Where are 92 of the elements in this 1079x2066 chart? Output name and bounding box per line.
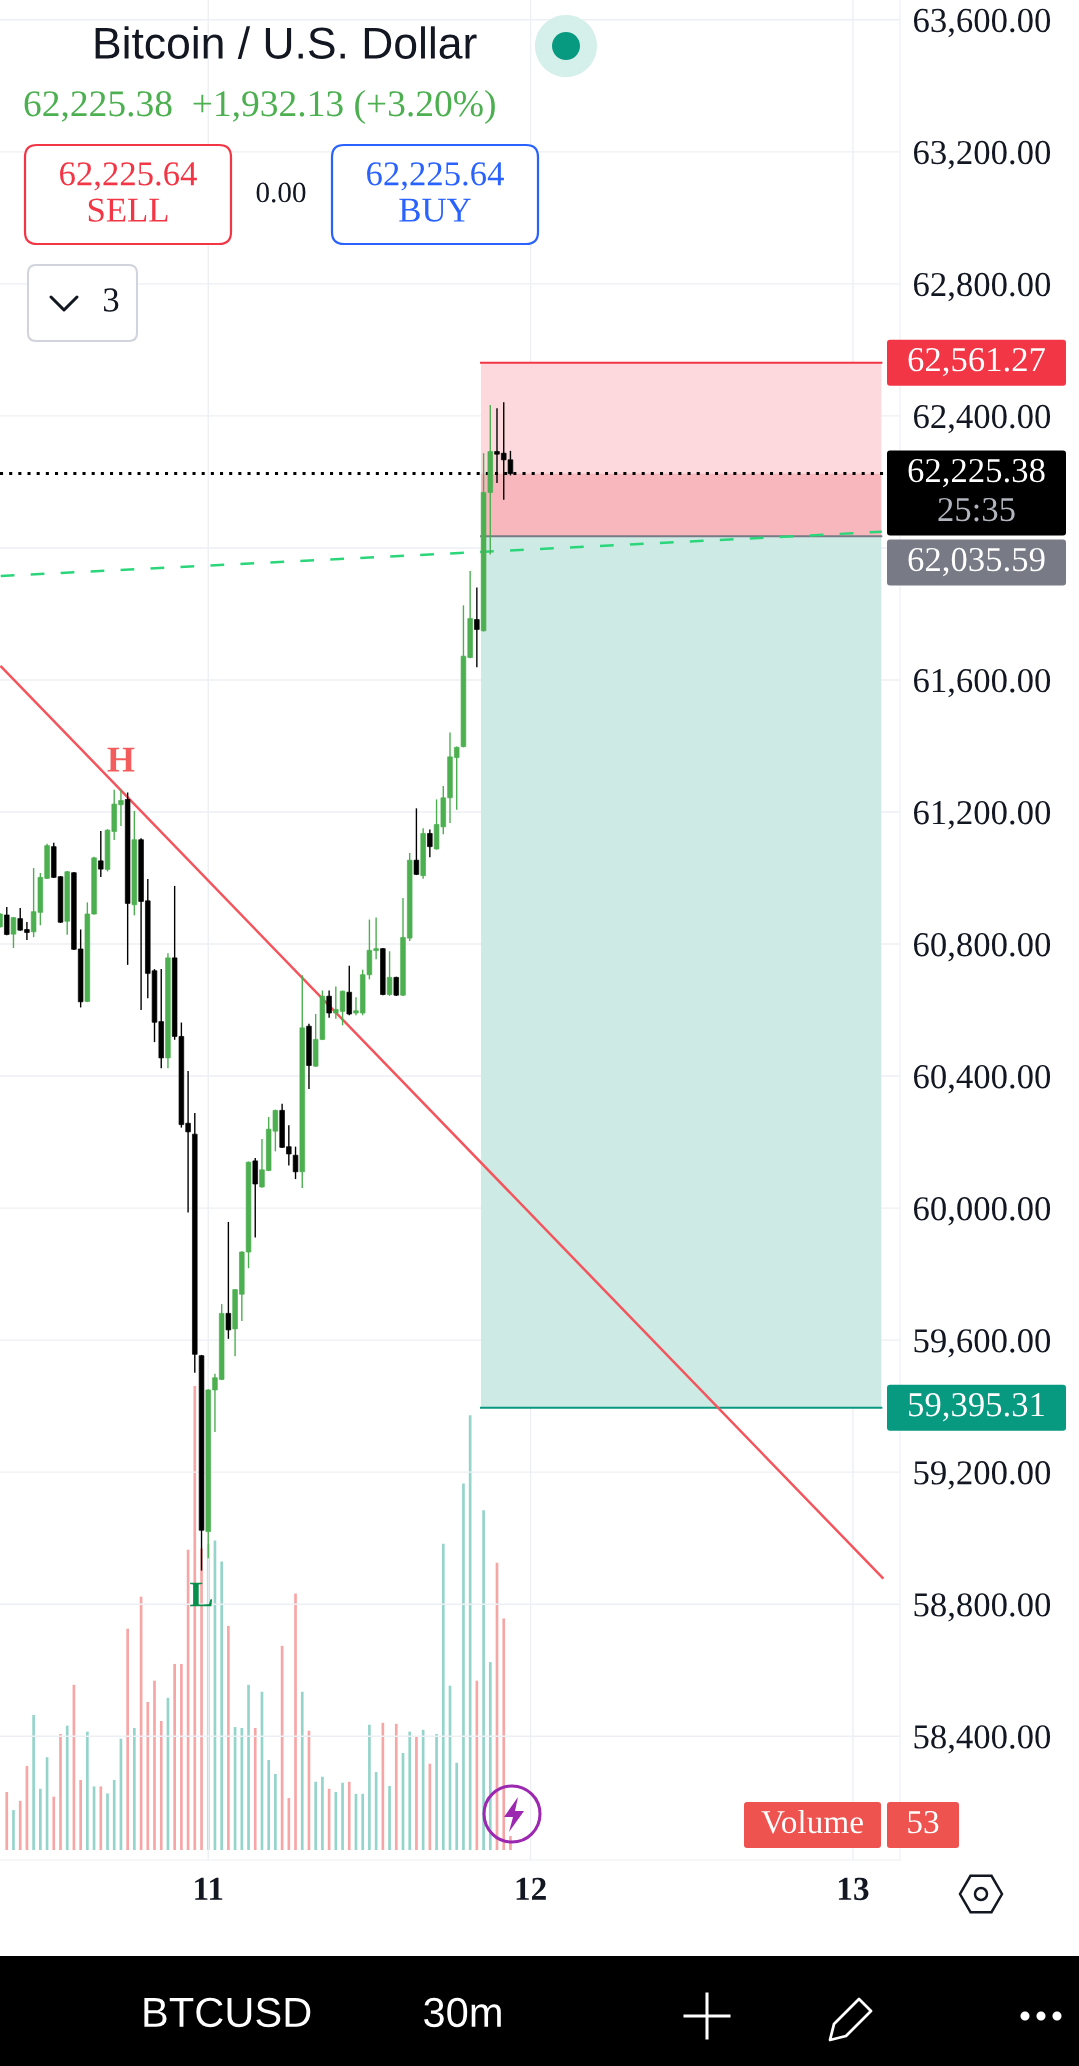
ref-line-label: 62,561.27 [908, 348, 1045, 377]
annotation: 62,225.64 BUY [367, 162, 504, 222]
bar [12, 1810, 15, 1850]
ref-line-label: 62,225.38 25:35 [908, 458, 1045, 522]
chart-title: Bitcoin / U.S. Dollar [95, 26, 477, 59]
y-tick-label: 61,200.00 [913, 800, 1051, 830]
bar [334, 1792, 338, 1850]
bar [388, 1785, 391, 1850]
annotation: 3 [103, 288, 119, 312]
annotation: L [190, 1582, 213, 1607]
bar [347, 1781, 351, 1850]
bar [300, 1691, 304, 1850]
annotation: 62,225.64 SELL [60, 162, 197, 222]
text: Volume [761, 1809, 863, 1834]
text: 30m [424, 1997, 501, 2028]
candlestick [386, 951, 393, 996]
x-tick-label: 11 [195, 1877, 223, 1900]
bar [441, 1543, 445, 1850]
y-tick-label: 59,600.00 [914, 1329, 1051, 1358]
bar [79, 1779, 82, 1850]
bar [227, 1625, 230, 1850]
bar [341, 1782, 344, 1850]
y-tick-label: 62,400.00 [913, 404, 1051, 434]
bar [415, 1736, 418, 1850]
bar [274, 1773, 277, 1850]
bar [220, 1561, 224, 1850]
bar [180, 1663, 183, 1850]
bar [294, 1593, 297, 1850]
bar [482, 1510, 485, 1850]
bar [146, 1701, 150, 1850]
ref-line-label: 59,395.31 [909, 1393, 1044, 1422]
candlestick [4, 907, 10, 936]
candlestick [10, 916, 17, 949]
bar [502, 1618, 506, 1850]
candlestick [292, 1146, 299, 1180]
y-tick-label: 59,200.00 [914, 1461, 1051, 1490]
bar [133, 1727, 136, 1850]
bar [267, 1759, 271, 1850]
candlestick [427, 829, 433, 858]
text: BTCUSD [144, 1997, 311, 2028]
text: 62,225.38 +1,932.13 (+3.20%) [24, 90, 495, 124]
candlestick [252, 1157, 258, 1238]
x-tick-label: 12 [516, 1877, 546, 1900]
candlestick [225, 1221, 232, 1339]
y-tick-label: 63,200.00 [913, 140, 1051, 170]
bar [240, 1727, 244, 1850]
candlestick [413, 808, 420, 876]
bar [106, 1793, 109, 1850]
bar [394, 1723, 398, 1850]
candlestick [346, 965, 352, 1016]
bar [253, 1727, 257, 1850]
bar [159, 1721, 163, 1850]
bar [321, 1776, 324, 1850]
y-tick-label: 63,600.00 [913, 8, 1051, 38]
candlestick [98, 831, 104, 878]
y-tick-label: 58,400.00 [914, 1725, 1051, 1754]
bar [368, 1724, 371, 1850]
bar [86, 1731, 89, 1850]
bar [112, 1779, 116, 1850]
y-tick-label: 61,600.00 [913, 668, 1051, 698]
annotation: 0.00 [256, 182, 306, 203]
bar [5, 1792, 9, 1850]
y-tick-label: 62,800.00 [913, 272, 1051, 302]
bar [408, 1731, 412, 1850]
bar [32, 1714, 35, 1850]
candlestick [474, 587, 480, 668]
y-tick-label: 60,000.00 [913, 1197, 1051, 1226]
y-tick-label: 60,800.00 [913, 932, 1051, 962]
candlestick [326, 990, 332, 1018]
bar [488, 1662, 492, 1850]
bar [435, 1734, 438, 1850]
text: 53 [908, 1810, 939, 1834]
bar [287, 1798, 291, 1850]
bar [153, 1680, 156, 1850]
y-tick-label: 58,800.00 [914, 1593, 1051, 1622]
bar [126, 1628, 129, 1850]
ref-line-label: 62,035.59 [908, 547, 1045, 577]
bar [462, 1483, 465, 1850]
bar [173, 1663, 176, 1850]
bar [361, 1793, 365, 1850]
bar [247, 1684, 250, 1850]
bar [455, 1762, 459, 1850]
bar [99, 1786, 103, 1850]
bar [52, 1796, 56, 1850]
bar [18, 1800, 22, 1850]
bar [314, 1781, 318, 1850]
x-tick-label: 13 [838, 1877, 869, 1901]
y-tick-label: 60,400.00 [913, 1065, 1051, 1094]
bar [59, 1734, 62, 1850]
bar [39, 1788, 42, 1850]
annotation: H [107, 747, 135, 772]
bar [65, 1725, 69, 1850]
